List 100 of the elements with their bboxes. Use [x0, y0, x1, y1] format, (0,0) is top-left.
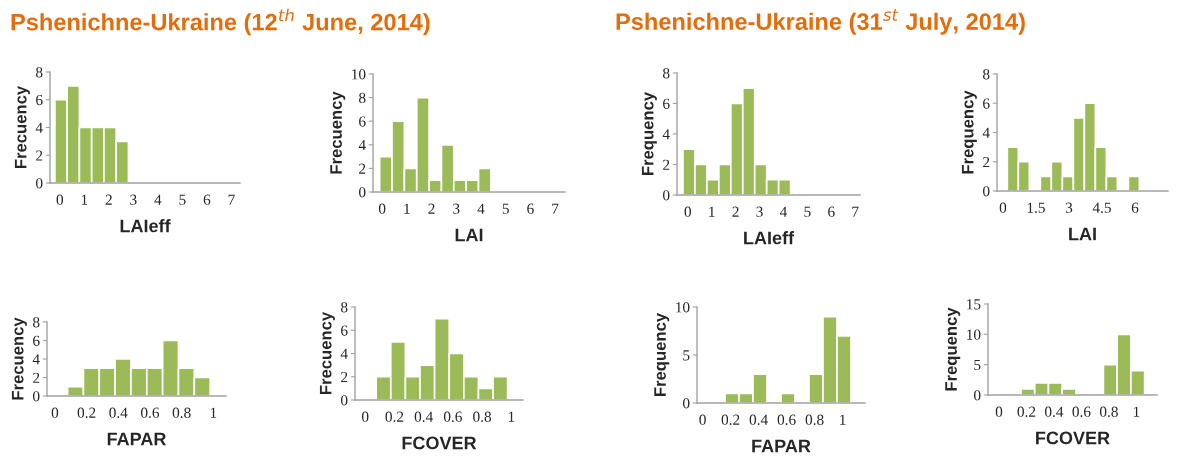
y-tick-label: 8: [983, 69, 990, 80]
x-tick-label: 1: [508, 411, 515, 422]
x-tick-label: 6: [203, 194, 211, 205]
x-tick-label: 1: [404, 203, 410, 214]
y-tick-label: 6: [983, 98, 990, 109]
y-tick-label: 6: [33, 335, 40, 346]
x-tick-label: 6: [828, 206, 835, 217]
y-tick-label: 4: [32, 354, 40, 365]
x-tick-label: 6: [1131, 202, 1139, 213]
chart-title: Pshenichne-Ukraine (31$^{st}$ July, 2014): [616, 9, 1025, 35]
y-tick-label: 4: [35, 122, 43, 133]
y-axis-title: Frequency: [654, 312, 670, 397]
x-tick-label: 0: [378, 203, 386, 214]
x-tick-label: 0.2: [77, 407, 96, 418]
x-tick-label: 0: [51, 407, 59, 418]
y-tick-label: 2: [341, 371, 348, 383]
x-axis-title: LAI: [1069, 227, 1096, 241]
x-axis-title: FCOVER: [1036, 431, 1110, 445]
y-tick-label: 0: [36, 178, 43, 189]
y-tick-label: 10: [352, 69, 366, 80]
y-tick-label: 8: [36, 67, 43, 78]
x-tick-label: 0.2: [721, 414, 740, 425]
x-tick-label: 0.4: [109, 407, 128, 418]
x-axis-title: FCOVER: [402, 436, 477, 450]
y-tick-label: 8: [341, 302, 348, 313]
x-tick-label: 0.8: [805, 414, 824, 425]
y-axis-title: Frecuency: [330, 91, 346, 174]
x-tick-label: 0.6: [777, 414, 796, 425]
x-tick-label: 0: [995, 406, 1003, 417]
x-tick-label: 4: [477, 203, 485, 214]
y-axis-title: Frequency: [641, 91, 657, 176]
x-tick-label: 4: [154, 194, 162, 205]
y-tick-label: 6: [341, 325, 348, 336]
x-tick-label: 3: [756, 206, 763, 217]
y-tick-label: 6: [36, 94, 43, 106]
x-tick-label: 5: [179, 194, 186, 205]
y-axis-title: Frecuency: [14, 85, 30, 169]
x-tick-label: 7: [228, 194, 235, 205]
y-axis-title: Frecuency: [11, 317, 27, 400]
x-tick-label: 3: [1065, 202, 1073, 213]
y-tick-label: 2: [663, 159, 670, 170]
x-axis-title: LAI: [455, 228, 483, 242]
x-tick-label: 1: [709, 206, 715, 217]
y-tick-label: 4: [340, 348, 348, 359]
y-tick-label: 0: [683, 398, 690, 409]
x-tick-label: 5: [502, 203, 509, 214]
x-tick-label: 2: [428, 203, 435, 214]
x-tick-label: 0.4: [749, 414, 768, 425]
y-tick-label: 10: [967, 329, 981, 340]
y-tick-label: 0: [359, 187, 366, 198]
y-tick-label: 8: [663, 68, 670, 79]
y-tick-label: 6: [359, 116, 366, 127]
x-tick-label: 0.4: [1044, 406, 1064, 417]
y-tick-label: 0: [983, 186, 990, 197]
x-tick-label: 5: [804, 206, 811, 217]
x-axis-title: LAIeff: [744, 231, 795, 245]
x-axis-title: LAIeff: [120, 219, 171, 233]
y-tick-label: 4: [982, 127, 990, 138]
x-tick-label: 3: [130, 194, 137, 205]
y-tick-label: 0: [341, 395, 348, 406]
y-tick-label: 5: [683, 350, 690, 361]
y-tick-label: 6: [663, 98, 670, 109]
y-tick-label: 4: [358, 140, 366, 151]
y-tick-label: 10: [676, 302, 690, 313]
x-tick-label: 0.8: [172, 407, 191, 418]
x-tick-label: 0: [699, 414, 706, 425]
x-tick-label: 0.6: [1072, 406, 1091, 417]
chart-title: Pshenichne-Ukraine (12$^{th}$ June, 2014): [11, 8, 430, 36]
x-axis-title: FAPAR: [107, 432, 167, 446]
y-axis-title: Frecuency: [319, 311, 335, 395]
x-tick-label: 4.5: [1092, 202, 1111, 213]
x-tick-label: 0.2: [385, 411, 404, 422]
y-tick-label: 5: [974, 359, 981, 371]
y-tick-label: 2: [359, 163, 366, 174]
x-tick-label: 0.6: [141, 407, 160, 418]
x-tick-label: 2: [732, 206, 739, 217]
x-tick-label: 4: [779, 206, 788, 217]
x-tick-label: 0.4: [414, 411, 433, 422]
y-tick-label: 2: [983, 156, 990, 168]
x-tick-label: 1: [81, 194, 88, 205]
x-tick-label: 0: [56, 194, 64, 205]
x-tick-label: 7: [852, 206, 859, 217]
x-tick-label: 1.5: [1027, 202, 1045, 213]
y-tick-label: 2: [36, 150, 43, 161]
x-tick-label: 0.6: [443, 411, 462, 422]
x-tick-label: 0: [999, 202, 1007, 213]
x-axis-title: FAPAR: [752, 439, 811, 453]
x-tick-label: 0.8: [473, 411, 492, 422]
x-tick-label: 0.2: [1017, 406, 1036, 417]
x-tick-label: 6: [527, 203, 534, 214]
y-tick-label: 15: [967, 299, 981, 310]
y-tick-label: 8: [359, 92, 366, 104]
x-tick-label: 7: [552, 203, 559, 214]
x-tick-label: 1: [840, 414, 846, 425]
x-tick-label: 1: [210, 407, 217, 418]
y-tick-label: 0: [33, 391, 40, 402]
x-tick-label: 2: [105, 194, 112, 205]
x-tick-label: 3: [453, 203, 460, 214]
y-axis-title: Frequency: [945, 307, 961, 391]
x-tick-label: 0.8: [1099, 406, 1118, 417]
